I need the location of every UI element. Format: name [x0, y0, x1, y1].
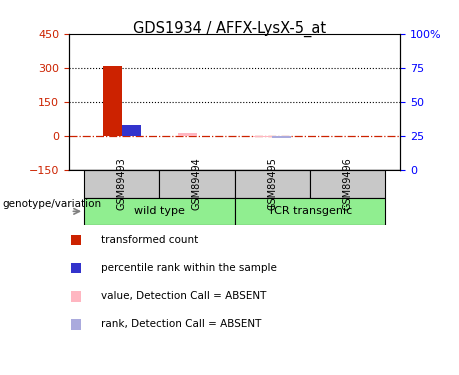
Bar: [122, 125, 140, 136]
Text: TCR transgenic: TCR transgenic: [267, 206, 351, 216]
Bar: [253, 136, 272, 137]
Bar: [84, 198, 234, 225]
Bar: [272, 136, 291, 138]
Bar: [178, 133, 196, 136]
Text: GSM89495: GSM89495: [267, 158, 277, 210]
Text: genotype/variation: genotype/variation: [2, 200, 101, 209]
Text: GSM89496: GSM89496: [342, 158, 352, 210]
Text: percentile rank within the sample: percentile rank within the sample: [101, 263, 276, 273]
Text: rank, Detection Call = ABSENT: rank, Detection Call = ABSENT: [101, 320, 261, 329]
Bar: [309, 170, 384, 198]
Bar: [234, 198, 384, 225]
Text: GDS1934 / AFFX-LysX-5_at: GDS1934 / AFFX-LysX-5_at: [133, 21, 326, 37]
Bar: [103, 66, 122, 136]
Text: wild type: wild type: [134, 206, 185, 216]
Bar: [234, 170, 309, 198]
Bar: [159, 170, 234, 198]
Text: transformed count: transformed count: [101, 235, 198, 245]
Text: GSM89494: GSM89494: [191, 158, 202, 210]
Bar: [84, 170, 159, 198]
Text: GSM89493: GSM89493: [117, 158, 126, 210]
Text: value, Detection Call = ABSENT: value, Detection Call = ABSENT: [101, 291, 266, 301]
